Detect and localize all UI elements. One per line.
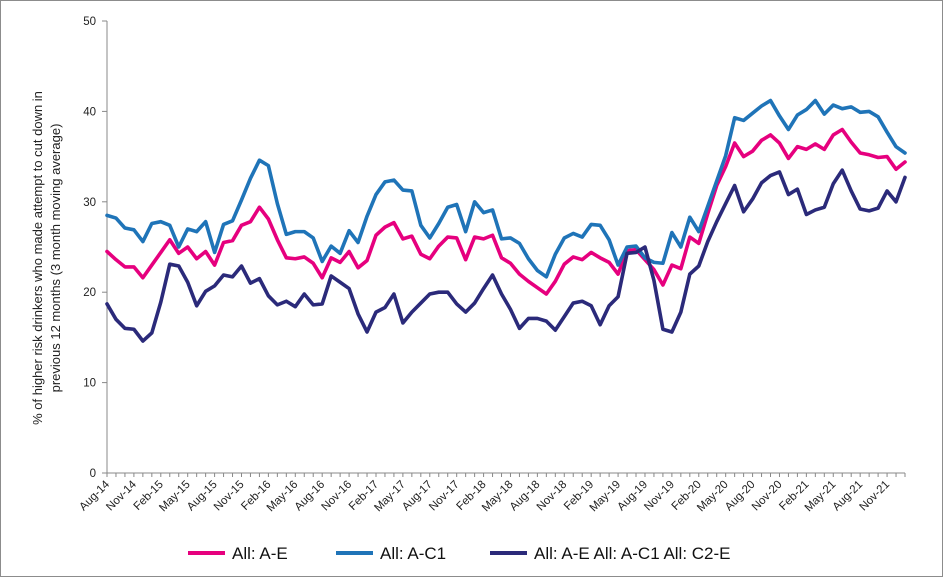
axes: 01020304050Aug-14Nov-14Feb-15May-15Aug-1…: [77, 16, 906, 514]
x-tick-label: Nov-15: [212, 479, 247, 514]
x-tick-label: Nov-21: [857, 479, 892, 514]
y-tick-label: 0: [90, 468, 96, 480]
legend: All: A-E All: A-C1 All: A-E All: A-C1 All:…: [188, 544, 731, 563]
y-tick-label: 10: [83, 378, 96, 390]
x-tick-label: Nov-19: [642, 479, 677, 514]
series-line-1: [105, 127, 907, 296]
legend-label-1: All: A-E: [232, 544, 288, 563]
series-lines: [105, 98, 907, 343]
legend-label-3: All: A-E All: A-C1 All: C2-E: [534, 544, 731, 563]
y-axis-label-line-2: previous 12 months (3 month moving avera…: [48, 124, 63, 393]
y-tick-label: 50: [83, 16, 96, 28]
y-tick-label: 40: [83, 106, 96, 118]
series-line-3: [105, 168, 907, 343]
x-tick-label: Nov-16: [320, 479, 355, 514]
x-tick-label: Nov-18: [535, 479, 570, 514]
x-tick-label: Nov-20: [750, 479, 785, 514]
y-tick-label: 30: [83, 197, 96, 209]
legend-label-2: All: A-C1: [380, 544, 446, 563]
y-axis-label-line-1: % of higher risk drinkers who made attem…: [30, 91, 45, 425]
series-line-2: [105, 98, 907, 279]
y-tick-label: 20: [83, 287, 96, 299]
x-tick-label: Nov-17: [427, 479, 462, 514]
